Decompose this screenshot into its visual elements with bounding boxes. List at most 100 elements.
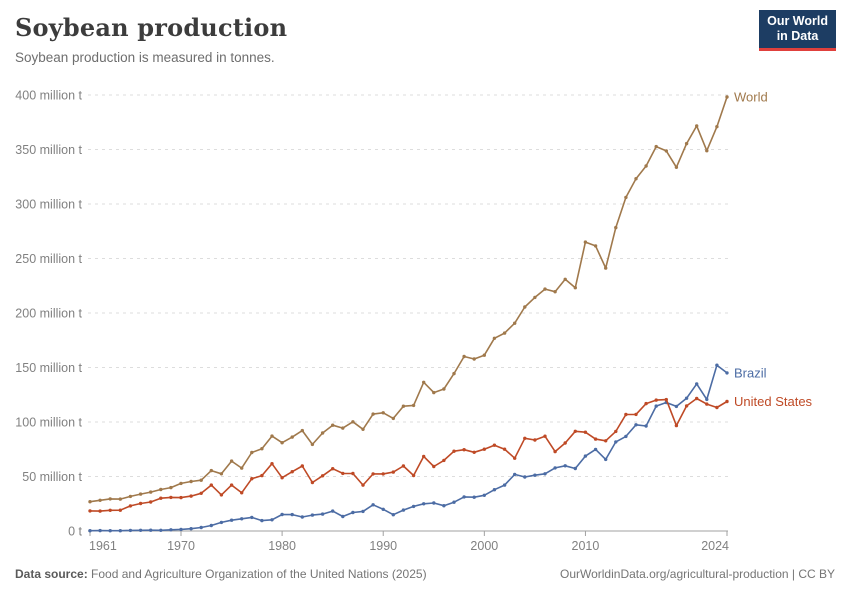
point-united-states <box>411 473 416 478</box>
point-world <box>644 164 648 168</box>
point-world <box>391 416 395 421</box>
point-brazil <box>432 501 436 505</box>
x-axis-tick-label: 2000 <box>470 539 498 553</box>
point-united-states <box>563 441 567 445</box>
point-united-states <box>361 483 365 487</box>
point-world <box>179 481 183 486</box>
y-axis-tick-label: 100 million t <box>15 416 82 430</box>
point-brazil <box>422 502 426 506</box>
point-world <box>432 390 436 395</box>
point-united-states <box>199 491 203 495</box>
point-world <box>422 380 426 384</box>
point-world <box>513 321 517 325</box>
x-axis-tick-label: 1970 <box>167 539 195 553</box>
point-united-states <box>432 464 436 469</box>
point-united-states <box>189 494 193 498</box>
point-world <box>664 149 668 153</box>
point-brazil <box>654 404 658 408</box>
point-brazil <box>695 382 699 386</box>
point-brazil <box>300 515 304 519</box>
point-world <box>310 442 315 447</box>
y-axis-tick-label: 400 million t <box>15 89 82 103</box>
point-brazil <box>593 447 598 452</box>
point-united-states <box>482 447 486 451</box>
point-brazil <box>108 529 112 533</box>
point-world <box>523 305 527 309</box>
point-brazil <box>533 473 537 477</box>
point-brazil <box>290 512 294 517</box>
page-subtitle: Soybean production is measured in tonnes… <box>15 50 275 65</box>
footer-link[interactable]: OurWorldinData.org/agricultural-producti… <box>559 567 835 581</box>
point-brazil <box>240 517 244 521</box>
point-world <box>199 478 203 482</box>
point-united-states <box>98 509 102 513</box>
point-world <box>320 431 325 435</box>
point-united-states <box>472 450 476 454</box>
point-brazil <box>270 518 274 522</box>
point-world <box>138 492 143 496</box>
point-united-states <box>695 396 699 401</box>
point-world <box>169 485 173 490</box>
point-world <box>715 125 719 129</box>
point-brazil <box>452 500 456 504</box>
point-world <box>614 225 618 230</box>
point-united-states <box>391 470 395 474</box>
point-world <box>371 412 375 416</box>
point-brazil <box>684 396 689 400</box>
point-united-states <box>381 472 385 476</box>
point-world <box>219 472 224 476</box>
point-united-states <box>169 495 173 500</box>
point-world <box>118 497 123 501</box>
point-world <box>98 498 102 502</box>
point-brazil <box>371 503 375 507</box>
point-united-states <box>492 443 497 447</box>
y-axis-tick-label: 200 million t <box>15 307 82 321</box>
point-united-states <box>664 397 668 402</box>
point-brazil <box>209 523 213 528</box>
point-brazil <box>199 525 203 530</box>
point-united-states <box>604 439 608 443</box>
point-united-states <box>593 437 598 441</box>
point-world <box>452 371 456 376</box>
point-brazil <box>169 528 173 532</box>
y-axis-tick-label: 150 million t <box>15 361 82 375</box>
chart-footer: Data source: Food and Agriculture Organi… <box>15 567 835 581</box>
point-brazil <box>149 528 153 532</box>
point-united-states <box>523 436 527 440</box>
point-united-states <box>573 429 577 433</box>
point-world <box>472 357 476 361</box>
series-label-world[interactable]: World <box>734 89 768 104</box>
point-world <box>462 354 466 359</box>
point-brazil <box>250 515 254 520</box>
point-world <box>553 290 557 294</box>
point-world <box>361 427 365 431</box>
point-united-states <box>462 448 466 452</box>
point-brazil <box>492 488 497 492</box>
point-united-states <box>209 483 213 487</box>
x-axis-tick-label: 1990 <box>369 539 397 553</box>
point-brazil <box>260 518 264 523</box>
point-united-states <box>240 491 244 495</box>
owid-logo[interactable]: Our World in Data <box>759 10 836 51</box>
y-axis-tick-label: 250 million t <box>15 252 82 266</box>
point-united-states <box>513 456 517 460</box>
point-brazil <box>341 514 345 519</box>
y-axis-tick-label: 50 million t <box>22 470 82 484</box>
chart-canvas[interactable]: 0 t 50 million t 100 million t 150 million … <box>0 80 850 560</box>
point-brazil <box>725 371 729 375</box>
point-brazil <box>280 512 284 517</box>
series-label-united-states[interactable]: United States <box>734 394 813 409</box>
point-world <box>229 459 234 463</box>
point-united-states <box>179 495 183 500</box>
point-brazil <box>563 464 567 468</box>
point-brazil <box>715 363 719 367</box>
point-world <box>149 490 153 494</box>
series-label-brazil[interactable]: Brazil <box>734 365 767 380</box>
point-united-states <box>351 471 355 476</box>
point-united-states <box>634 412 638 417</box>
x-axis-tick-label: 2010 <box>572 539 600 553</box>
point-world <box>331 423 335 427</box>
data-source-text: Food and Agriculture Organization of the… <box>91 567 427 581</box>
point-brazil <box>442 504 446 508</box>
